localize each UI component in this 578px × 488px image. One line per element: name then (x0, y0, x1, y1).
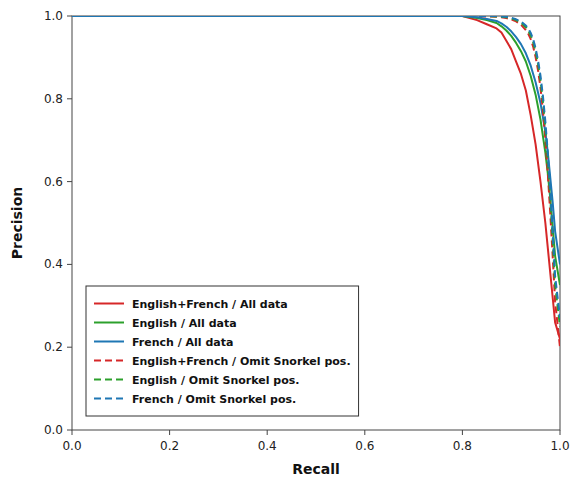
x-tick (560, 430, 561, 435)
legend-label: English / Omit Snorkel pos. (132, 374, 299, 387)
x-tick-label: 0.4 (258, 439, 277, 453)
x-tick (364, 430, 365, 435)
legend: English+French / All data English / All d… (86, 286, 359, 416)
x-tick-label: 0.8 (453, 439, 472, 453)
y-tick-label: 1.0 (44, 9, 63, 23)
legend-swatch (94, 360, 124, 362)
y-tick (67, 181, 72, 182)
y-tick-label: 0.2 (44, 340, 63, 354)
y-tick (67, 430, 72, 431)
y-tick-label: 0.8 (44, 92, 63, 106)
legend-label: French / Omit Snorkel pos. (132, 393, 296, 406)
y-tick (67, 16, 72, 17)
legend-box (86, 286, 359, 416)
x-tick (72, 430, 73, 435)
chart: 0.0 0.2 0.4 0.6 0.8 1.0 0.0 0.2 0.4 0.6 0.8 1.0 Reca… (0, 0, 578, 488)
x-axis-label: Recall (292, 461, 340, 477)
legend-label: French / All data (132, 336, 233, 349)
series-line (72, 16, 560, 264)
legend-swatch (94, 379, 124, 381)
series-line (72, 16, 560, 285)
legend-label: English / All data (132, 317, 237, 330)
x-tick-label: 0.2 (160, 439, 179, 453)
plot-frame (72, 16, 560, 430)
series-line (72, 16, 560, 327)
y-tick-label: 0.6 (44, 175, 63, 189)
legend-label: English+French / Omit Snorkel pos. (132, 355, 351, 368)
x-tick-label: 0.0 (62, 439, 81, 453)
legend-swatch (94, 341, 124, 343)
legend-swatch (94, 398, 124, 400)
y-tick (67, 264, 72, 265)
x-tick (169, 430, 170, 435)
x-tick-label: 1.0 (550, 439, 569, 453)
y-tick (67, 98, 72, 99)
y-tick-label: 0.0 (44, 423, 63, 437)
y-tick-label: 0.4 (44, 257, 63, 271)
x-tick (462, 430, 463, 435)
y-tick (67, 347, 72, 348)
axis-ticks: 0.0 0.2 0.4 0.6 0.8 1.0 0.0 0.2 0.4 0.6 0.8 1.0 (44, 9, 570, 453)
x-tick-label: 0.6 (355, 439, 374, 453)
legend-label: English+French / All data (132, 298, 288, 311)
x-tick (267, 430, 268, 435)
legend-swatch (94, 303, 124, 305)
y-axis-label: Precision (9, 187, 25, 259)
series-line (72, 16, 560, 318)
legend-swatch (94, 322, 124, 324)
